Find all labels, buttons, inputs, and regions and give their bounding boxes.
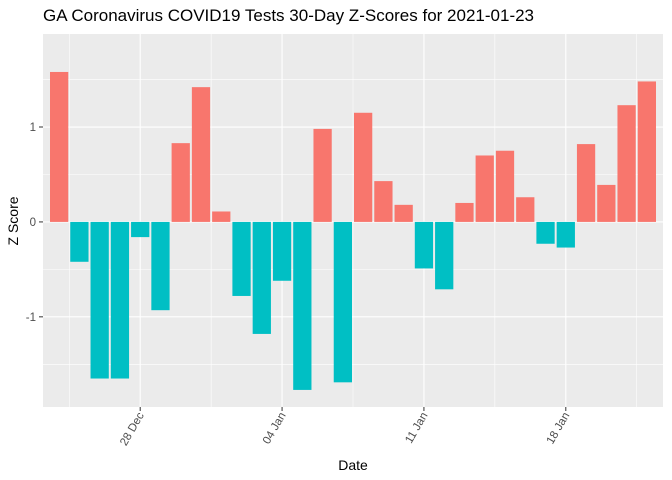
x-axis: 28 Dec 04 Jan 11 Jan 18 Jan <box>118 407 572 448</box>
bar-2020-12-29 <box>151 221 170 311</box>
bar-2021-01-10 <box>394 204 413 222</box>
y-axis: -1 0 1 <box>26 122 43 324</box>
bar-2021-01-11 <box>414 221 434 269</box>
bars <box>50 71 656 390</box>
bar-2020-12-31 <box>191 87 211 222</box>
bar-2021-01-04 <box>272 221 292 281</box>
bar-2021-01-14 <box>475 155 494 222</box>
bar-2020-12-28 <box>131 221 150 238</box>
bar-2020-12-24 <box>50 71 69 222</box>
chart-title: GA Coronavirus COVID19 Tests 30-Day Z-Sc… <box>43 6 534 25</box>
bar-2021-01-17 <box>536 221 555 244</box>
bar-2021-01-12 <box>435 221 454 290</box>
bar-2021-01-07 <box>333 221 352 383</box>
bar-2021-01-20 <box>597 184 616 222</box>
bar-2021-01-08 <box>354 112 373 222</box>
bar-2021-01-09 <box>374 181 393 222</box>
bar-2021-01-16 <box>516 197 535 222</box>
x-tick-label: 04 Jan <box>261 411 289 447</box>
bar-2021-01-01 <box>212 211 231 222</box>
y-axis-title: Z Score <box>5 196 21 245</box>
y-tick-label: 0 <box>30 217 36 229</box>
y-tick-label: 1 <box>30 122 36 134</box>
bar-2020-12-30 <box>171 143 190 222</box>
bar-2021-01-02 <box>232 221 251 296</box>
bar-2021-01-13 <box>455 202 474 222</box>
y-tick-label: -1 <box>26 312 36 324</box>
bar-2020-12-27 <box>110 221 130 379</box>
bar-2021-01-06 <box>313 128 332 222</box>
bar-2021-01-05 <box>293 221 312 390</box>
minor-gridlines <box>43 34 663 407</box>
bar-2020-12-25 <box>70 221 89 262</box>
bar-2021-01-22 <box>637 81 656 222</box>
x-tick-label: 18 Jan <box>545 411 573 447</box>
bar-2021-01-19 <box>576 144 596 222</box>
bar-2021-01-03 <box>252 221 271 334</box>
bar-2021-01-18 <box>556 221 575 248</box>
bar-2021-01-21 <box>617 105 636 222</box>
x-tick-label: 11 Jan <box>403 411 430 446</box>
x-tick-label: 28 Dec <box>118 410 147 448</box>
bar-2020-12-26 <box>90 221 109 379</box>
x-axis-title: Date <box>338 457 368 473</box>
bar-2021-01-15 <box>495 150 515 222</box>
